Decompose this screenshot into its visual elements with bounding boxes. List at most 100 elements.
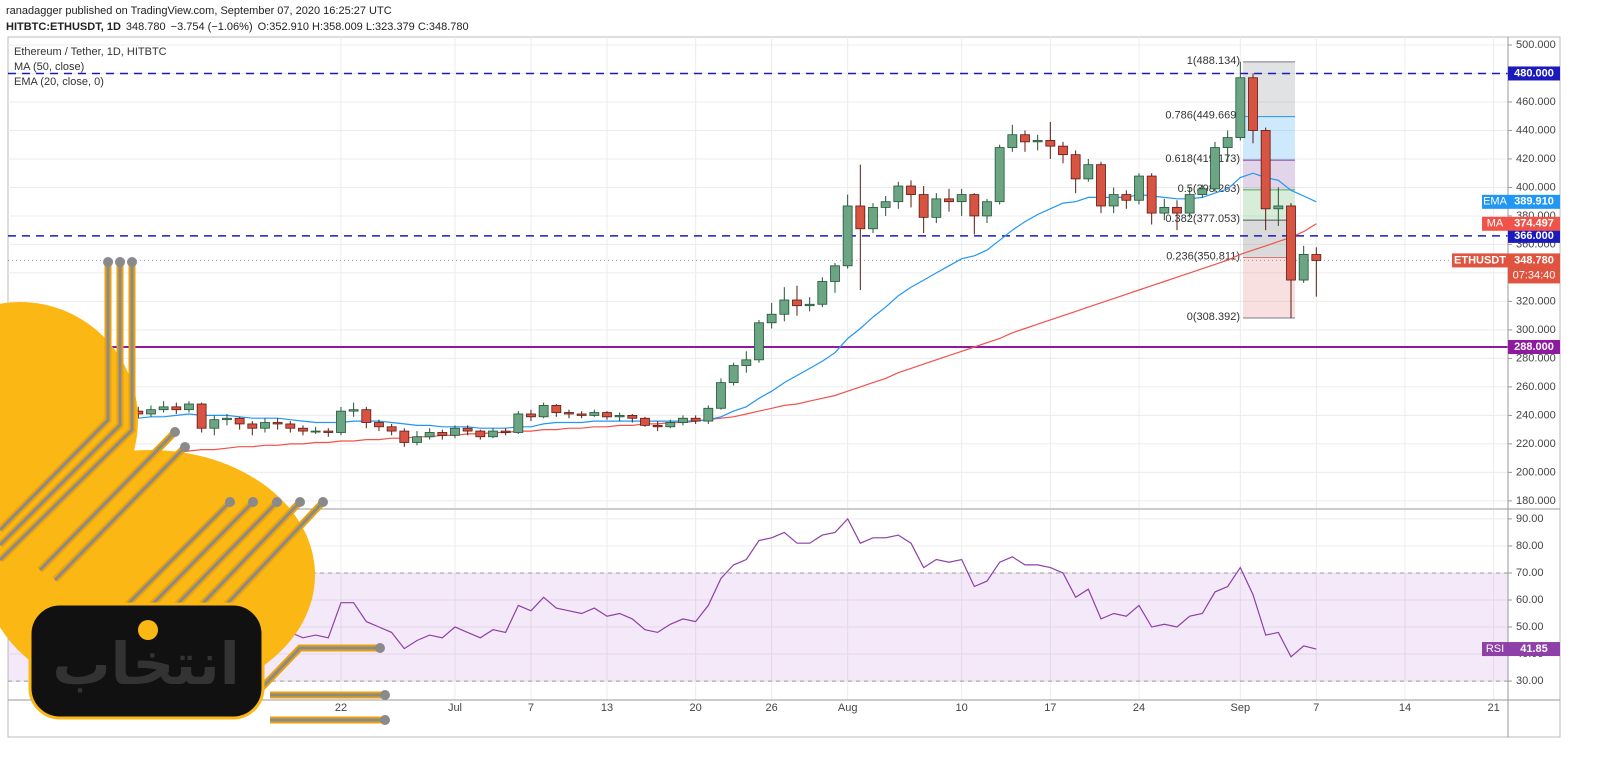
candle-body bbox=[412, 436, 422, 443]
badge-label: 374.497 bbox=[1514, 218, 1554, 230]
badge-label: 366.000 bbox=[1514, 230, 1554, 242]
candle-body bbox=[551, 405, 562, 413]
x-tick-label: 17 bbox=[1044, 702, 1056, 714]
candle-body bbox=[247, 423, 258, 429]
y-tick-label: 280.000 bbox=[1516, 352, 1556, 364]
candle-body bbox=[184, 403, 194, 411]
x-tick-label: Sep bbox=[1231, 702, 1251, 714]
y-tick-label: 500.000 bbox=[1516, 39, 1556, 51]
x-tick-label: 21 bbox=[1488, 702, 1500, 714]
y-tick-label: 30.00 bbox=[1516, 675, 1544, 687]
candle-body bbox=[1108, 194, 1119, 207]
badge bbox=[1508, 216, 1560, 231]
candle-body bbox=[158, 406, 169, 411]
badge-label: 288.000 bbox=[1514, 341, 1554, 353]
price-badge-name: ETHUSDT bbox=[1454, 254, 1506, 266]
candle-body bbox=[1210, 147, 1220, 190]
candle-body bbox=[488, 430, 498, 438]
candle-body bbox=[1286, 205, 1296, 281]
y-tick-label: 80.00 bbox=[1516, 540, 1544, 552]
badge-name: MA bbox=[1487, 218, 1504, 230]
circuit-dots bbox=[103, 257, 390, 725]
quote: 348.780 bbox=[125, 21, 166, 33]
logo-text: انتخاب bbox=[52, 630, 239, 698]
ma-line bbox=[138, 223, 1317, 456]
fib-label: 0.236(350.811) bbox=[1166, 250, 1240, 262]
candle-body bbox=[272, 422, 283, 425]
candle-body bbox=[1121, 194, 1132, 201]
candle-body bbox=[1045, 140, 1056, 147]
fib-label: 0.618(419.173) bbox=[1165, 153, 1240, 165]
y-tick-label: 240.000 bbox=[1516, 409, 1556, 421]
legend-ma: MA (50, close) bbox=[14, 61, 84, 73]
badge-label: 389.910 bbox=[1514, 196, 1554, 208]
candle-body bbox=[1159, 206, 1170, 214]
candle-body bbox=[1020, 134, 1030, 143]
x-tick-label: Jul bbox=[448, 702, 462, 714]
badges: 480.000 366.000 288.000 MA 374.497 EMA 389.910… bbox=[1452, 66, 1560, 657]
candle-body bbox=[893, 185, 904, 203]
candle-body bbox=[754, 322, 764, 361]
fib-label: 1(488.134) bbox=[1187, 55, 1240, 67]
candle-body bbox=[1083, 164, 1094, 180]
x-tick-label: Aug bbox=[838, 702, 858, 714]
badge-name-bg bbox=[1482, 216, 1508, 231]
candle-body bbox=[1172, 206, 1182, 214]
symbol-line: HITBTC:ETHUSDT, 1D 348.780 −3.754 (−1.06%)… bbox=[6, 19, 474, 35]
candle-body bbox=[804, 303, 815, 307]
candle-body bbox=[386, 426, 397, 432]
candle-body bbox=[741, 359, 752, 366]
candle-body bbox=[703, 407, 714, 422]
y-tick-label: 90.00 bbox=[1516, 513, 1544, 525]
y-tick-label: 260.000 bbox=[1516, 381, 1556, 393]
candle-body bbox=[830, 265, 840, 282]
candle-body bbox=[450, 427, 460, 436]
candle-body bbox=[614, 414, 625, 418]
candle-body bbox=[602, 412, 612, 418]
candle-body bbox=[500, 430, 511, 433]
candle-body bbox=[1134, 175, 1144, 201]
candle-body bbox=[1311, 254, 1322, 261]
candle-body bbox=[766, 313, 777, 324]
y-tick-label: 50.00 bbox=[1516, 621, 1544, 633]
y-tick-label: 220.000 bbox=[1516, 438, 1556, 450]
candle-body bbox=[1222, 137, 1233, 148]
y-tick-label: 440.000 bbox=[1516, 124, 1556, 136]
candle-body bbox=[817, 281, 828, 305]
x-tick-label: 20 bbox=[690, 702, 702, 714]
candle-body bbox=[931, 198, 942, 218]
candle-body bbox=[1260, 130, 1271, 210]
badge-label: 480.000 bbox=[1514, 67, 1554, 79]
candle-body bbox=[222, 417, 232, 421]
candle-body bbox=[475, 430, 486, 438]
badge-name: EMA bbox=[1483, 196, 1508, 208]
candle-body bbox=[855, 205, 866, 230]
candle-body bbox=[437, 432, 448, 436]
ohlc: O:352.910 H:358.009 L:323.379 C:348.780 bbox=[257, 21, 469, 33]
candle-body bbox=[374, 422, 384, 428]
candle-body bbox=[323, 430, 334, 433]
legend-title: Ethereum / Tether, 1D, HITBTC bbox=[14, 46, 167, 58]
candle-body bbox=[627, 414, 638, 419]
rsi-line bbox=[138, 517, 1317, 658]
badge bbox=[1508, 228, 1560, 243]
badge bbox=[1508, 642, 1560, 657]
countdown: 07:34:40 bbox=[1513, 269, 1556, 281]
candle-body bbox=[906, 185, 916, 195]
candle-body bbox=[146, 409, 156, 415]
candle-body bbox=[336, 410, 346, 433]
ma-line bbox=[138, 172, 1317, 429]
x-tick-label: 10 bbox=[956, 702, 968, 714]
candle-body bbox=[1146, 175, 1157, 214]
candle-body bbox=[1007, 134, 1018, 148]
candle-body bbox=[513, 413, 524, 433]
candle-body bbox=[196, 403, 207, 429]
candle-body bbox=[576, 413, 587, 416]
fib-label: 0.5(398.263) bbox=[1178, 183, 1240, 195]
candle-body bbox=[564, 412, 574, 415]
candle-body bbox=[728, 365, 739, 384]
x-tick-label: 24 bbox=[1133, 702, 1145, 714]
candle-body bbox=[678, 417, 688, 423]
